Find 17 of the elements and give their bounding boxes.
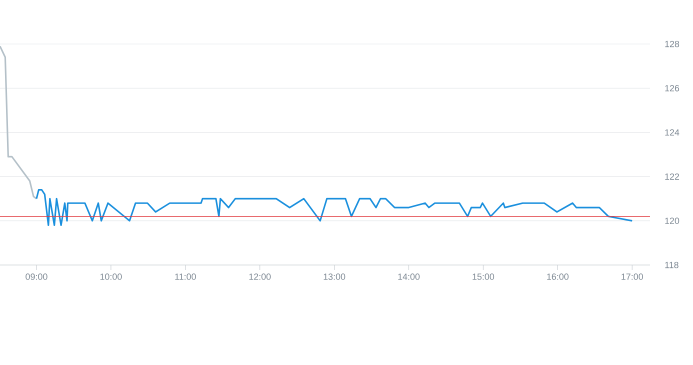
x-tick-label: 09:00 [26,274,48,280]
line-series [36,189,633,226]
x-tick-label: 14:00 [398,274,420,280]
x-tick-label: 17:00 [622,274,644,280]
x-tick-label: 11:00 [175,274,196,280]
y-tick-label: 128 [665,40,680,48]
y-tick-label: 120 [665,218,680,224]
y-tick-label: 126 [665,85,680,92]
x-tick-label: 13:00 [324,274,346,280]
x-tick-label: 15:00 [472,274,494,280]
x-tick-label: 10:00 [100,274,122,280]
y-tick-label: 118 [665,262,678,268]
line-series [0,45,38,200]
y-tick-label: 124 [665,129,680,136]
x-tick-label: 16:00 [547,274,569,280]
x-tick-label: 12:00 [249,274,271,280]
y-tick-label: 122 [665,173,680,180]
